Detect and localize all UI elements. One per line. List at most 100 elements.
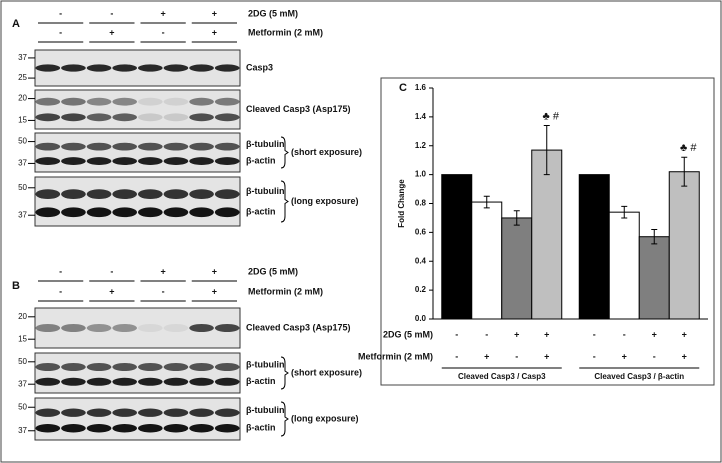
blot-band [189, 207, 214, 218]
y-tick-label: 0.2 [415, 285, 427, 294]
condition-sign: - [59, 27, 62, 37]
blot-band [214, 142, 240, 151]
blot-label: β-actin [246, 376, 276, 386]
blot-band [35, 377, 61, 386]
panel-label: A [12, 18, 20, 30]
condition-name: 2DG (5 mM) [383, 329, 433, 339]
blot-label: Cleaved Casp3 (Asp175) [246, 322, 351, 332]
condition-sign: + [514, 329, 519, 339]
blot-band [86, 142, 112, 151]
condition-sign: - [593, 351, 596, 361]
bracket [280, 180, 289, 223]
blot-band [86, 324, 112, 332]
blot-label: Cleaved Casp3 (Asp175) [246, 104, 351, 114]
y-tick-label: 0.6 [415, 227, 427, 236]
blot-band [86, 207, 112, 218]
blot-band [189, 64, 214, 72]
blot-band [138, 424, 163, 433]
y-tick-label: 1.6 [415, 83, 427, 92]
blot-band [189, 424, 214, 433]
blot-band [163, 377, 189, 386]
bar [668, 171, 700, 320]
blot-band [35, 64, 61, 72]
panel-label: B [12, 280, 20, 292]
blot-label: β-actin [246, 155, 276, 165]
mw-marker: 50 [18, 183, 27, 192]
mw-marker: 37 [18, 210, 27, 219]
blot-band [86, 113, 112, 122]
mw-marker: 20 [18, 94, 27, 103]
blot-band [163, 142, 189, 151]
blot-label: β-tubulin [246, 359, 284, 369]
blot-band [61, 363, 86, 371]
blot-band [163, 97, 189, 106]
blot-band [35, 363, 61, 371]
condition-sign: - [162, 286, 165, 296]
blot-band [189, 157, 214, 165]
blot-band [35, 97, 61, 106]
exposure-label: (short exposure) [291, 147, 362, 157]
exposure-label: (long exposure) [291, 413, 359, 423]
panel-label: C [399, 82, 407, 94]
blot-band [112, 408, 137, 417]
blot-band [61, 64, 86, 72]
blot-band [138, 64, 163, 72]
condition-sign: - [593, 329, 596, 339]
blot-band [35, 157, 61, 165]
blot-band [138, 142, 163, 151]
blot-band [138, 377, 163, 386]
condition-sign: + [484, 351, 489, 361]
condition-name: 2DG (5 mM) [248, 266, 298, 276]
error-bar [651, 228, 658, 245]
y-tick-label: 1.4 [415, 112, 427, 121]
blot-band [138, 207, 163, 218]
blot-band [163, 363, 189, 371]
error-bar [621, 205, 628, 219]
blot [34, 132, 241, 173]
blot-band [86, 424, 112, 433]
bracket [280, 401, 289, 437]
mw-marker: 15 [18, 116, 27, 125]
condition-sign: - [162, 27, 165, 37]
mw-marker: 50 [18, 402, 27, 411]
blot-label: β-tubulin [246, 405, 284, 415]
blot-band [214, 363, 240, 371]
blot-label: β-tubulin [246, 186, 284, 196]
blot-label: β-actin [246, 423, 276, 433]
blot-band [61, 408, 86, 417]
condition-sign: - [455, 329, 458, 339]
mw-marker: 50 [18, 357, 27, 366]
blot-band [61, 377, 86, 386]
bar [471, 201, 503, 320]
condition-sign: - [110, 8, 113, 18]
blot-band [189, 363, 214, 371]
blot-band [86, 408, 112, 417]
blot-band [61, 97, 86, 106]
bar [441, 174, 473, 320]
blot-band [86, 377, 112, 386]
bar [531, 149, 563, 320]
blot-band [163, 113, 189, 122]
panel-c-border [380, 77, 715, 386]
blot-band [61, 113, 86, 122]
blot-band [61, 142, 86, 151]
bar [501, 217, 533, 320]
mw-marker: 50 [18, 137, 27, 146]
blot-band [112, 324, 137, 332]
mw-marker: 20 [18, 312, 27, 321]
bar [608, 211, 640, 320]
condition-sign: + [682, 351, 687, 361]
blot-label: Casp3 [246, 62, 273, 72]
blot-band [61, 157, 86, 165]
condition-sign: - [59, 286, 62, 296]
condition-sign: + [544, 329, 549, 339]
y-tick-label: 0.0 [415, 314, 427, 323]
condition-name: Metformin (2 mM) [248, 286, 323, 296]
blot-band [61, 207, 86, 218]
blot-band [214, 207, 240, 218]
condition-sign: - [485, 329, 488, 339]
blot-band [163, 64, 189, 72]
condition-sign: + [160, 266, 165, 276]
blot-band [163, 424, 189, 433]
blot-band [138, 113, 163, 122]
